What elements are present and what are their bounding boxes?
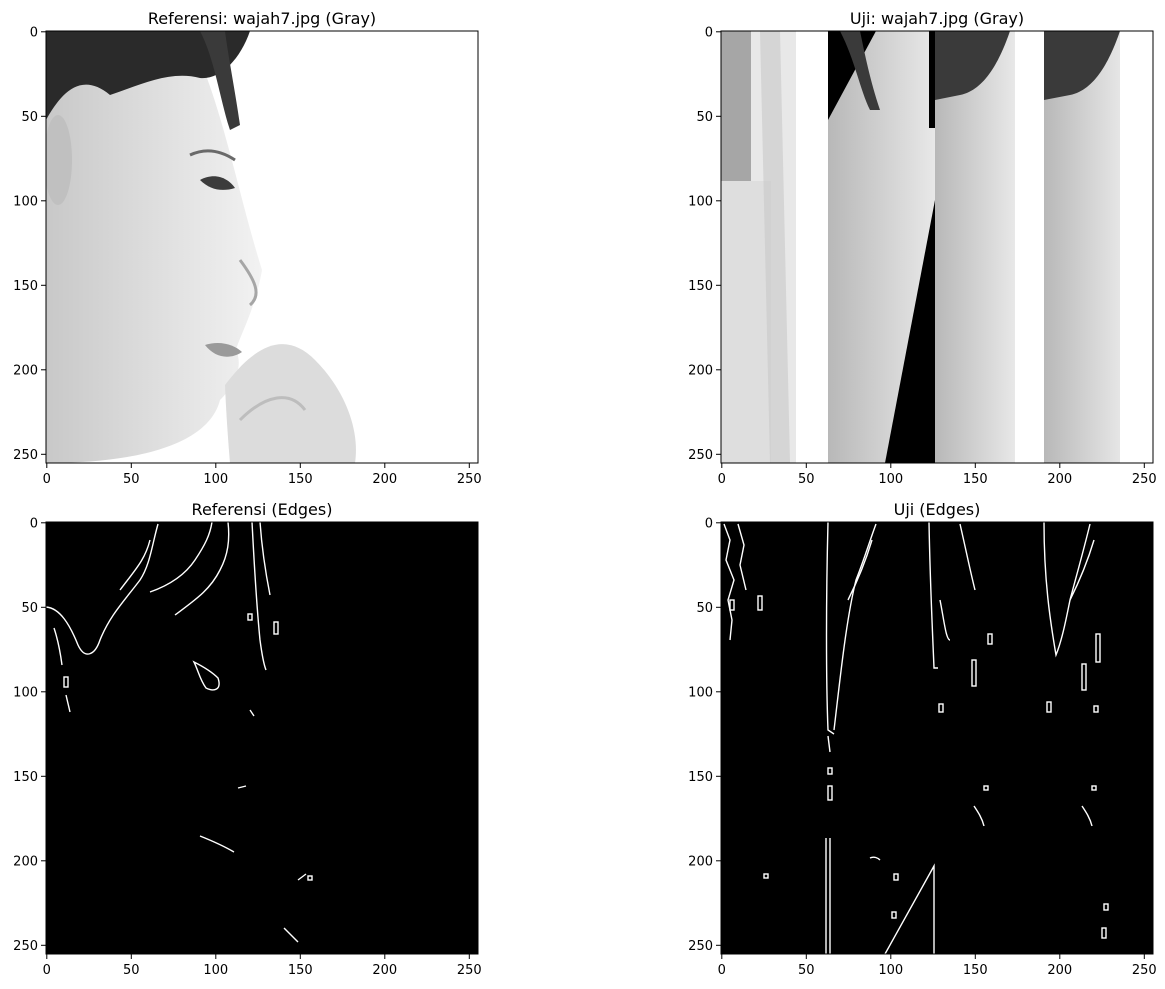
y-tick-label: 150	[688, 279, 713, 294]
x-tick-label: 200	[1047, 472, 1072, 487]
y-tick-label: 200	[13, 363, 38, 378]
panel-title: Uji: wajah7.jpg (Gray)	[850, 9, 1024, 28]
x-tick-label: 100	[203, 963, 228, 978]
y-tick-label: 0	[705, 516, 713, 531]
panel-title: Uji (Edges)	[894, 500, 981, 519]
y-tick-label: 0	[30, 516, 38, 531]
x-tick-label: 0	[718, 472, 726, 487]
y-tick-label: 150	[13, 770, 38, 785]
x-axis: 0 50 100 150 200 250	[718, 954, 1157, 978]
y-tick-label: 50	[696, 601, 713, 616]
x-tick-label: 50	[798, 963, 815, 978]
x-axis: 0 50 100 150 200 250	[718, 463, 1157, 487]
y-tick-label: 100	[13, 685, 38, 700]
x-tick-label: 0	[43, 472, 51, 487]
x-tick-label: 150	[288, 963, 313, 978]
x-axis: 0 50 100 150 200 250	[43, 463, 482, 487]
panel-title: Referensi: wajah7.jpg (Gray)	[148, 9, 376, 28]
y-tick-label: 100	[688, 194, 713, 209]
x-tick-label: 100	[878, 472, 903, 487]
x-tick-label: 250	[1132, 472, 1157, 487]
panel-test-gray: Uji: wajah7.jpg (Gray) 0 50 1	[688, 9, 1157, 487]
x-tick-label: 200	[1047, 963, 1072, 978]
x-tick-label: 150	[963, 472, 988, 487]
y-axis: 0 50 100 150 200 250	[688, 516, 721, 954]
y-tick-label: 200	[13, 854, 38, 869]
x-tick-label: 250	[457, 472, 482, 487]
edge-map	[721, 522, 1153, 954]
y-tick-label: 200	[688, 363, 713, 378]
panel-reference-gray: Referensi: wajah7.jpg (Gray) 0 50 100	[13, 9, 482, 487]
x-tick-label: 50	[123, 963, 140, 978]
face-image	[46, 31, 478, 463]
y-tick-label: 150	[688, 770, 713, 785]
x-tick-label: 200	[372, 472, 397, 487]
x-tick-label: 100	[203, 472, 228, 487]
x-tick-label: 150	[288, 472, 313, 487]
y-tick-label: 50	[696, 110, 713, 125]
y-axis: 0 50 100 150 200 250	[13, 516, 46, 954]
x-tick-label: 150	[963, 963, 988, 978]
y-tick-label: 150	[13, 279, 38, 294]
y-tick-label: 100	[13, 194, 38, 209]
y-tick-label: 250	[13, 448, 38, 463]
y-tick-label: 250	[688, 939, 713, 954]
y-tick-label: 250	[13, 939, 38, 954]
y-tick-label: 50	[21, 601, 38, 616]
x-tick-label: 0	[718, 963, 726, 978]
y-tick-label: 50	[21, 110, 38, 125]
y-axis: 0 50 100 150 200 250	[688, 25, 721, 463]
panel-test-edges: Uji (Edges)	[688, 500, 1157, 978]
strip-image	[721, 31, 1153, 463]
y-tick-label: 100	[688, 685, 713, 700]
y-axis: 0 50 100 150 200 250	[13, 25, 46, 463]
panel-reference-edges: Referensi (Edges)	[13, 500, 482, 978]
x-tick-label: 50	[798, 472, 815, 487]
panel-title: Referensi (Edges)	[192, 500, 333, 519]
y-tick-label: 200	[688, 854, 713, 869]
x-tick-label: 0	[43, 963, 51, 978]
x-tick-label: 200	[372, 963, 397, 978]
x-tick-label: 100	[878, 963, 903, 978]
x-axis: 0 50 100 150 200 250	[43, 954, 482, 978]
x-tick-label: 250	[1132, 963, 1157, 978]
edge-map	[46, 522, 478, 954]
y-tick-label: 250	[688, 448, 713, 463]
y-tick-label: 0	[705, 25, 713, 40]
y-tick-label: 0	[30, 25, 38, 40]
x-tick-label: 250	[457, 963, 482, 978]
x-tick-label: 50	[123, 472, 140, 487]
